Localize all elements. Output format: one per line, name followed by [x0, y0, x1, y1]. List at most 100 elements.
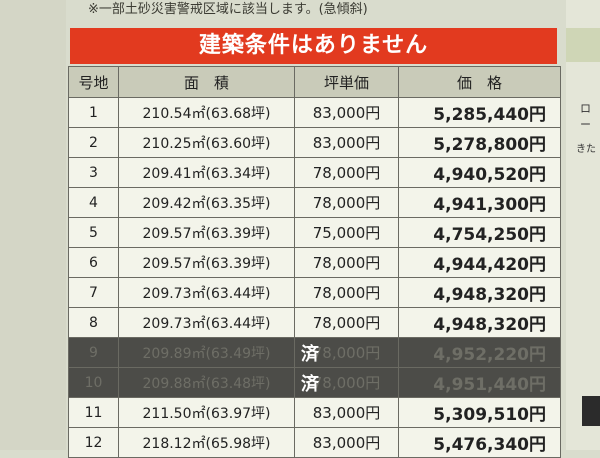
lot-area: 209.89㎡(63.49坪): [118, 337, 295, 368]
lot-unit-price-text: 78,000円: [312, 374, 381, 392]
lot-area: 209.88㎡(63.48坪): [118, 367, 295, 398]
lot-number-text: 10: [84, 374, 103, 391]
lot-price-text: 5,285,440円: [433, 105, 546, 125]
lot-unit-price-text: 83,000円: [312, 434, 381, 452]
table-row: 3 209.41㎡(63.34坪) 78,000円 4,940,520円: [68, 157, 561, 188]
header-price: 価 格: [398, 66, 561, 98]
lot-unit-price-text: 78,000円: [312, 164, 381, 182]
lot-area: 209.57㎡(63.39坪): [118, 247, 295, 278]
lot-price: 4,952,220円: [398, 337, 561, 368]
lot-price-text: 4,940,520円: [433, 165, 546, 185]
lot-area-text: 209.41㎡(63.34坪): [142, 165, 271, 182]
lot-number: 9: [68, 337, 119, 368]
lot-price-text: 4,948,320円: [433, 315, 546, 335]
lot-price-text: 4,754,250円: [433, 225, 546, 245]
header-area: 面 積: [118, 66, 295, 98]
lot-area-text: 209.89㎡(63.49坪): [142, 345, 271, 362]
lot-unit-price: 78,000円済: [294, 337, 399, 368]
table-body: 1 210.54㎡(63.68坪) 83,000円 5,285,440円 2 210.25…: [68, 97, 561, 458]
lot-number-text: 11: [84, 404, 103, 421]
table-row: 7 209.73㎡(63.44坪) 78,000円 4,948,320円: [68, 277, 561, 308]
lot-number: 3: [68, 157, 119, 188]
lot-price: 4,944,420円: [398, 247, 561, 278]
lot-unit-price-text: 78,000円: [312, 194, 381, 212]
lot-number-text: 9: [89, 344, 98, 361]
table-header-row: 号地 面 積 坪単価 価 格: [68, 66, 561, 98]
table-row: 4 209.42㎡(63.35坪) 78,000円 4,941,300円: [68, 187, 561, 218]
lot-price-text: 4,951,440円: [433, 375, 546, 395]
lot-area: 209.57㎡(63.39坪): [118, 217, 295, 248]
lot-unit-price: 83,000円: [294, 397, 399, 428]
lot-area: 209.42㎡(63.35坪): [118, 187, 295, 218]
lot-area: 209.73㎡(63.44坪): [118, 277, 295, 308]
lot-unit-price-text: 78,000円: [312, 314, 381, 332]
lot-unit-price-text: 78,000円: [312, 254, 381, 272]
lot-unit-price: 83,000円: [294, 127, 399, 158]
table-row: 5 209.57㎡(63.39坪) 75,000円 4,754,250円: [68, 217, 561, 248]
lot-area: 210.25㎡(63.60坪): [118, 127, 295, 158]
lot-price: 4,951,440円: [398, 367, 561, 398]
lot-area-text: 218.12㎡(65.98坪): [142, 435, 271, 452]
lot-unit-price: 83,000円: [294, 427, 399, 458]
lot-number-text: 8: [89, 314, 98, 331]
lot-unit-price: 83,000円: [294, 97, 399, 128]
lot-area-text: 209.57㎡(63.39坪): [142, 255, 271, 272]
table-row: 2 210.25㎡(63.60坪) 83,000円 5,278,800円: [68, 127, 561, 158]
background-left: [0, 0, 66, 450]
lot-price: 5,476,340円: [398, 427, 561, 458]
lot-number-text: 12: [84, 434, 103, 451]
lot-price-text: 4,944,420円: [433, 255, 546, 275]
map-marker: [582, 396, 600, 426]
lot-number-text: 3: [89, 164, 98, 181]
lot-area: 209.41㎡(63.34坪): [118, 157, 295, 188]
lot-number: 2: [68, 127, 119, 158]
sold-mark: 済: [301, 344, 319, 365]
lot-number: 8: [68, 307, 119, 338]
lot-area-text: 209.57㎡(63.39坪): [142, 225, 271, 242]
lot-area: 210.54㎡(63.68坪): [118, 97, 295, 128]
lot-unit-price-text: 83,000円: [312, 404, 381, 422]
lot-unit-price-text: 75,000円: [312, 224, 381, 242]
lot-number: 7: [68, 277, 119, 308]
lot-price: 4,754,250円: [398, 217, 561, 248]
lot-unit-price: 78,000円: [294, 307, 399, 338]
lot-price: 4,948,320円: [398, 307, 561, 338]
lot-price: 5,285,440円: [398, 97, 561, 128]
no-building-conditions-banner: 建築条件はありません: [70, 28, 557, 64]
lot-number-text: 6: [89, 254, 98, 271]
lot-number: 10: [68, 367, 119, 398]
lot-area: 209.73㎡(63.44坪): [118, 307, 295, 338]
lot-price: 5,309,510円: [398, 397, 561, 428]
table-row: 9 209.89㎡(63.49坪) 78,000円済 4,952,220円: [68, 337, 561, 368]
lot-area-text: 209.42㎡(63.35坪): [142, 195, 271, 212]
table-row: 8 209.73㎡(63.44坪) 78,000円 4,948,320円: [68, 307, 561, 338]
lot-price-text: 4,952,220円: [433, 345, 546, 365]
lot-price: 4,940,520円: [398, 157, 561, 188]
lot-area: 218.12㎡(65.98坪): [118, 427, 295, 458]
lot-unit-price-text: 78,000円: [312, 344, 381, 362]
lot-area-text: 209.73㎡(63.44坪): [142, 315, 271, 332]
lot-price: 4,941,300円: [398, 187, 561, 218]
lot-number: 4: [68, 187, 119, 218]
lot-area-text: 211.50㎡(63.97坪): [142, 405, 271, 422]
table-row: 10 209.88㎡(63.48坪) 78,000円済 4,951,440円: [68, 367, 561, 398]
header-unit-price: 坪単価: [294, 66, 399, 98]
lot-price-text: 4,941,300円: [433, 195, 546, 215]
lot-number-text: 7: [89, 284, 98, 301]
lot-price-text: 5,309,510円: [433, 405, 546, 425]
table-row: 6 209.57㎡(63.39坪) 78,000円 4,944,420円: [68, 247, 561, 278]
lot-unit-price: 78,000円: [294, 187, 399, 218]
lot-unit-price: 78,000円: [294, 247, 399, 278]
lot-price-text: 5,278,800円: [433, 135, 546, 155]
lot-number: 6: [68, 247, 119, 278]
header-lot: 号地: [68, 66, 119, 98]
map-area: [566, 0, 600, 450]
map-road: [566, 28, 600, 62]
lot-number: 11: [68, 397, 119, 428]
map-label-2: きた: [576, 144, 596, 155]
lot-unit-price: 75,000円: [294, 217, 399, 248]
lot-unit-price-text: 83,000円: [312, 134, 381, 152]
lot-unit-price-text: 78,000円: [312, 284, 381, 302]
lot-number-text: 1: [89, 104, 98, 121]
lot-unit-price: 78,000円: [294, 157, 399, 188]
